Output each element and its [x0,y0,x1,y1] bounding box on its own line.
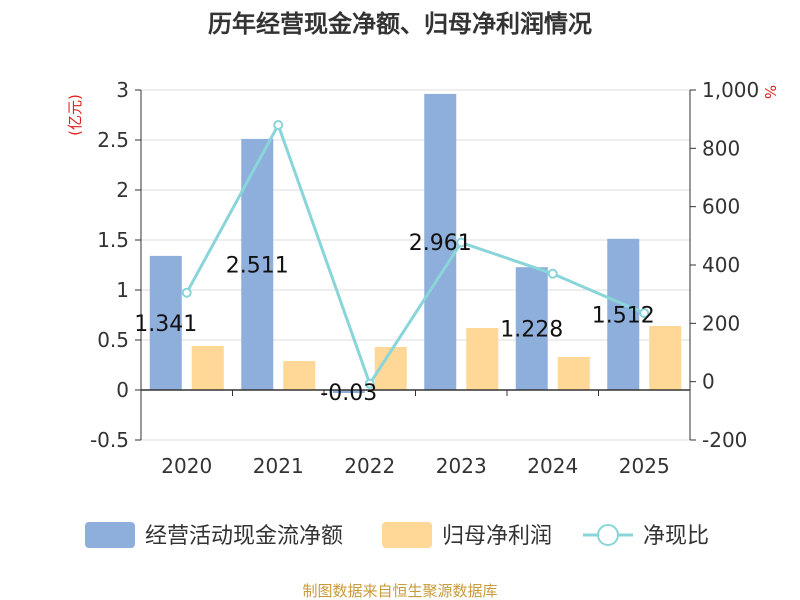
legend-label-cashflow: 经营活动现金流净额 [145,524,343,549]
x-axis-labels: 2020 2021 2022 2023 2024 2025 [161,454,669,478]
x-axis-label: 2024 [527,454,578,478]
right-axis-tick-label: 1,000 [702,78,759,102]
legend-swatch-cashflow [85,522,135,548]
right-axis-tick-label: 0 [702,370,715,394]
right-axis-tick-label: 800 [702,136,740,160]
chart-title: 历年经营现金净额、归母净利润情况 [208,10,592,38]
gridlines [141,89,690,441]
legend-item-net-profit[interactable]: 归母净利润 [382,522,552,549]
left-axis-tick-label: -0.5 [90,428,129,452]
bar-net-profit-2021 [283,361,316,390]
legend: 经营活动现金流净额 归母净利润 净现比 [85,522,709,549]
data-label-cashflow-2021: 2.511 [226,253,289,278]
axes [140,90,691,440]
left-axis-unit: (亿元) [66,94,84,136]
right-axis-unit: % [761,85,779,99]
ratio-point-2021 [273,120,284,130]
bar-cashflow-2020 [149,255,182,390]
bar-net-profit-2020 [191,346,224,390]
ratio-point-2023 [456,237,467,248]
data-labels: 1.341 2.511 -0.03 2.961 1.228 1.512 [134,231,654,406]
data-label-cashflow-2023: 2.961 [409,231,472,256]
ratio-point-2020 [181,287,192,298]
legend-swatch-net-profit [382,522,432,548]
right-axis-tick-label: 200 [702,311,740,335]
ratio-line-series [181,120,650,389]
bar-net-profit-2023 [466,328,499,390]
left-axis-tick-label: 2.5 [97,128,129,152]
left-axis: -0.5 0 0.5 1 1.5 2 2.5 3 [90,78,141,452]
bar-series [149,93,682,393]
data-label-cashflow-2025: 1.512 [592,303,655,328]
legend-item-cashflow[interactable]: 经营活动现金流净额 [85,522,343,549]
x-axis-label: 2023 [436,454,487,478]
legend-label-ratio: 净现比 [643,524,709,549]
x-axis-label: 2020 [161,454,212,478]
left-axis-tick-label: 0 [116,378,129,402]
bar-cashflow-2025 [607,238,640,390]
right-axis-tick-label: 400 [702,253,740,277]
x-axis-label: 2025 [619,454,670,478]
bar-cashflow-2023 [424,93,457,391]
left-axis-tick-label: 1.5 [97,228,129,252]
bar-cashflow-2024 [515,267,548,390]
left-axis-tick-label: 2 [116,178,129,202]
right-axis-tick-label: 600 [702,195,740,219]
left-axis-tick-label: 3 [116,78,129,102]
ratio-point-2025 [639,308,650,319]
legend-label-net-profit: 归母净利润 [442,524,552,549]
data-source: 制图数据来自恒生聚源数据库 [302,582,497,600]
data-label-cashflow-2020: 1.341 [134,312,197,337]
legend-swatch-ratio-marker [597,524,619,546]
ratio-line [185,121,645,388]
left-axis-tick-label: 1 [116,278,129,302]
bar-net-profit-2025 [649,326,682,390]
bar-cashflow-2022 [332,390,365,393]
x-axis-label: 2022 [344,454,395,478]
legend-item-ratio[interactable]: 净现比 [583,524,709,549]
right-axis: -200 0 200 400 600 800 1,000 [690,78,759,452]
x-axis-label: 2021 [253,454,304,478]
ratio-point-2024 [547,268,558,279]
bar-net-profit-2024 [557,357,590,390]
ratio-point-2022 [364,378,375,389]
data-label-cashflow-2022: -0.03 [320,381,377,406]
left-axis-tick-label: 0.5 [97,328,129,352]
right-axis-tick-label: -200 [702,428,747,452]
data-label-cashflow-2024: 1.228 [500,318,563,343]
